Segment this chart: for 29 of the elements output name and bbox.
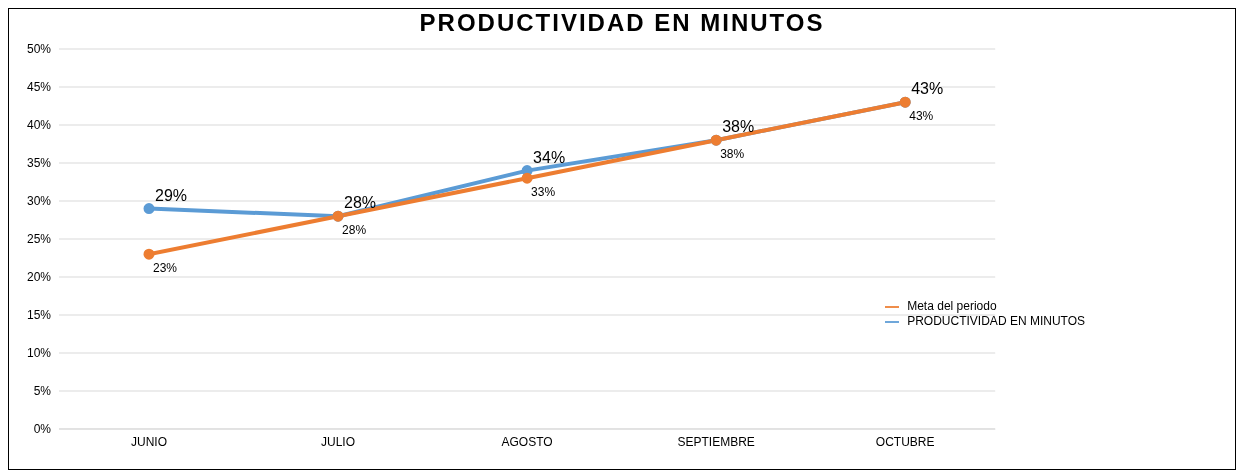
data-label: 28% xyxy=(344,194,377,212)
data-label: 43% xyxy=(911,80,944,98)
x-tick-label: OCTUBRE xyxy=(875,434,935,449)
y-tick-label: 15% xyxy=(26,308,52,323)
y-tick-label: 0% xyxy=(33,422,52,437)
data-label: 29% xyxy=(155,186,188,204)
x-tick-label: SEPTIEMBRE xyxy=(677,434,755,449)
y-tick-label: 50% xyxy=(26,42,52,57)
data-label: 43% xyxy=(909,109,934,124)
y-tick-label: 10% xyxy=(26,346,52,361)
chart-title: PRODUCTIVIDAD EN MINUTOS xyxy=(418,9,826,38)
y-tick-label: 20% xyxy=(26,270,52,285)
data-label: 33% xyxy=(531,185,556,200)
data-label: 34% xyxy=(533,148,566,166)
x-tick-label: JULIO xyxy=(321,434,356,449)
y-tick-label: 35% xyxy=(26,156,52,171)
y-tick-label: 40% xyxy=(26,118,52,133)
x-tick-label: JUNIO xyxy=(131,434,167,449)
legend-label: Meta del periodo xyxy=(907,299,997,313)
data-label: 23% xyxy=(153,261,178,276)
legend-label: PRODUCTIVIDAD EN MINUTOS xyxy=(907,313,1085,328)
data-label: 38% xyxy=(720,147,745,162)
data-label: 28% xyxy=(342,223,367,238)
y-tick-label: 25% xyxy=(26,232,52,247)
y-tick-label: 5% xyxy=(33,384,52,399)
y-tick-label: 30% xyxy=(26,194,52,209)
y-tick-label: 45% xyxy=(26,80,52,95)
data-label: 38% xyxy=(722,118,755,136)
x-tick-label: AGOSTO xyxy=(501,434,553,449)
